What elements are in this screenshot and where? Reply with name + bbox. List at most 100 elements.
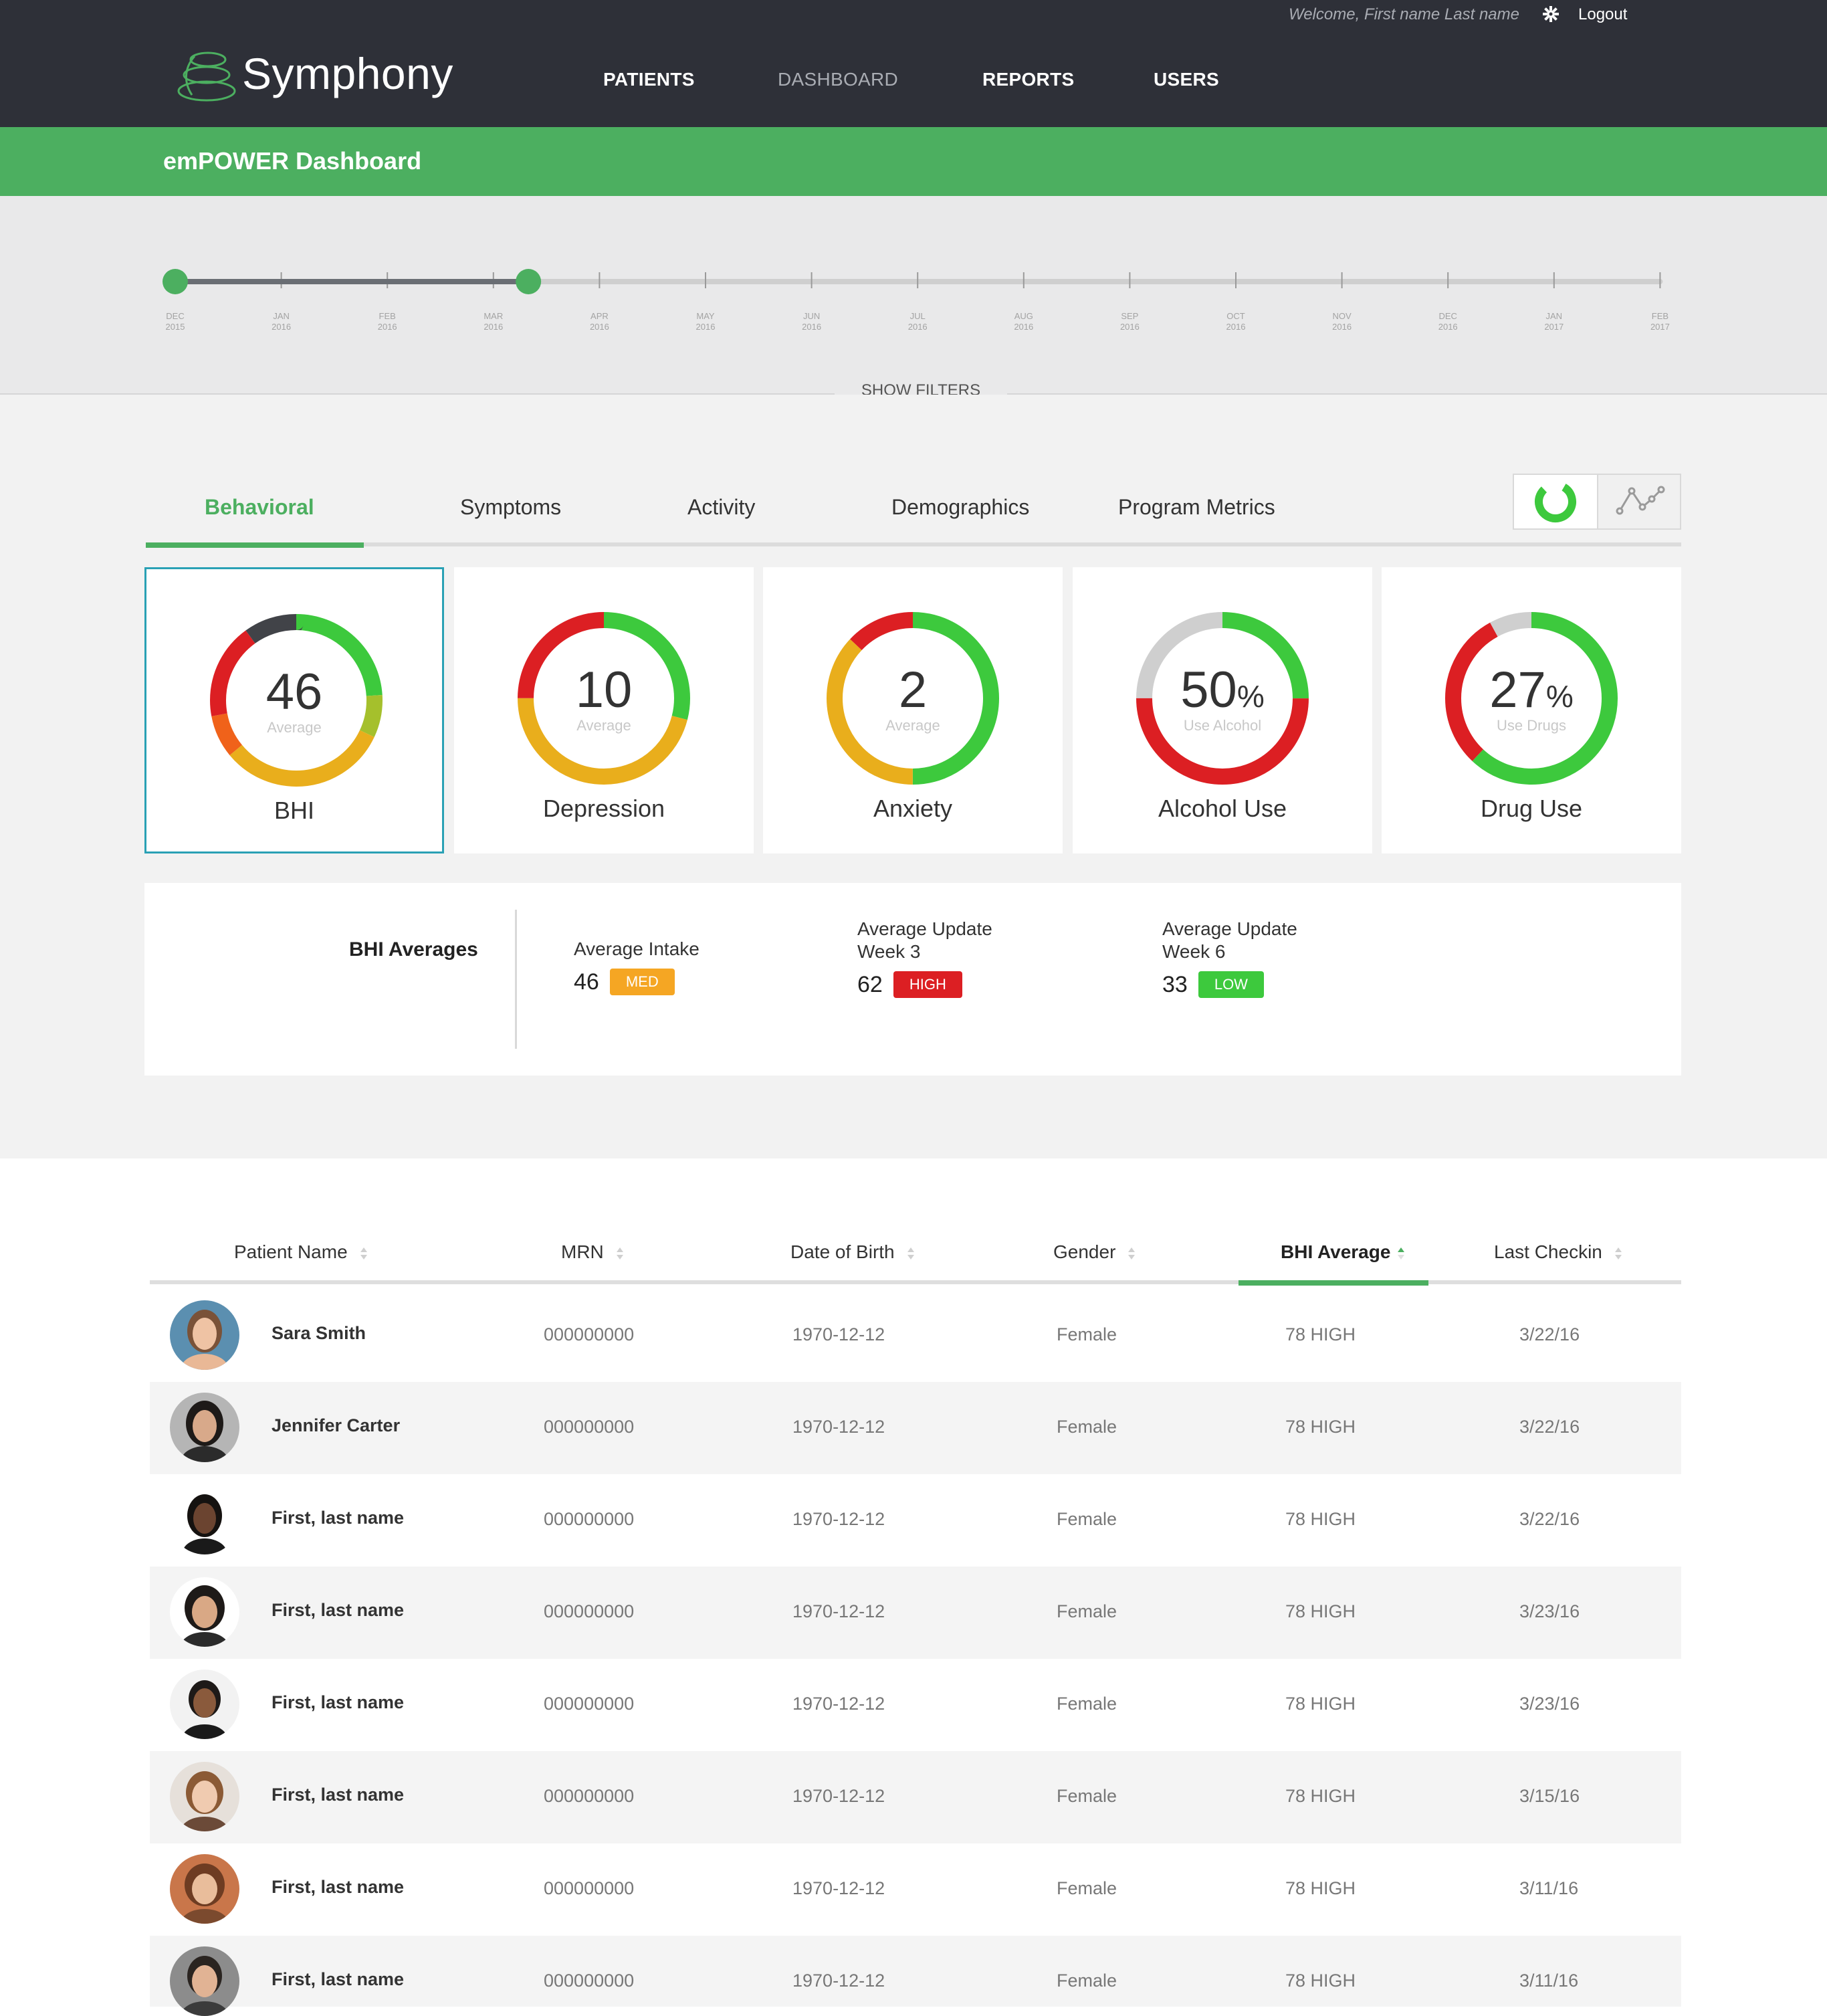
patient-name[interactable]: First, last name bbox=[272, 1600, 405, 1620]
column-header-patient-name[interactable]: Patient Name bbox=[234, 1241, 368, 1263]
gender-cell: Female bbox=[1057, 1878, 1117, 1898]
top-nav-bar: Welcome, First name Last name Logout Sym… bbox=[0, 0, 1827, 127]
bhi-cell: 78 HIGH bbox=[1285, 1509, 1356, 1529]
average-update-week-3: Average Update Week 3 62 HIGH bbox=[857, 918, 992, 998]
dob-cell: 1970-12-12 bbox=[792, 1601, 885, 1621]
nav-users[interactable]: USERS bbox=[1154, 69, 1219, 90]
column-header-mrn[interactable]: MRN bbox=[561, 1241, 624, 1263]
mrn-cell: 000000000 bbox=[544, 1509, 635, 1529]
page-title: emPOWER Dashboard bbox=[163, 147, 422, 175]
metric-card-bhi[interactable]: 46 Average BHI bbox=[144, 567, 444, 853]
patient-name[interactable]: First, last name bbox=[272, 1969, 405, 1989]
card-value: 10 bbox=[575, 662, 633, 718]
nav-dashboard[interactable]: DASHBOARD bbox=[778, 69, 899, 90]
table-row[interactable]: First, last name 000000000 1970-12-12 Fe… bbox=[150, 1751, 1681, 1843]
gender-cell: Female bbox=[1057, 1694, 1117, 1714]
nav-reports[interactable]: REPORTS bbox=[982, 69, 1075, 90]
gender-cell: Female bbox=[1057, 1509, 1117, 1529]
tab-symptoms[interactable]: Symptoms bbox=[460, 495, 562, 519]
tab-program-metrics[interactable]: Program Metrics bbox=[1118, 495, 1275, 519]
metric-card-depression[interactable]: 10 Average Depression bbox=[454, 567, 754, 853]
donut-segment bbox=[827, 612, 999, 785]
bhi-cell: 78 HIGH bbox=[1285, 1694, 1356, 1714]
timeline-month-label: FEB bbox=[379, 311, 396, 321]
table-row[interactable]: Sara Smith 000000000 1970-12-12 Female 7… bbox=[150, 1290, 1681, 1382]
patient-name[interactable]: First, last name bbox=[272, 1692, 405, 1712]
timeline-year-label: 2016 bbox=[1332, 322, 1352, 332]
sort-icon bbox=[360, 1247, 367, 1259]
last-checkin-cell: 3/22/16 bbox=[1519, 1509, 1580, 1529]
table-row[interactable]: Jennifer Carter 000000000 1970-12-12 Fem… bbox=[150, 1382, 1681, 1474]
last-checkin-cell: 3/22/16 bbox=[1519, 1324, 1580, 1344]
bhi-donut-chart bbox=[210, 614, 383, 787]
table-row[interactable]: First, last name 000000000 1970-12-12 Fe… bbox=[150, 1936, 1681, 2016]
tab-demographics[interactable]: Demographics bbox=[891, 495, 1030, 519]
sort-icon bbox=[1614, 1247, 1622, 1259]
mrn-cell: 000000000 bbox=[544, 1786, 635, 1806]
logout-link[interactable]: Logout bbox=[1578, 5, 1628, 23]
gender-cell: Female bbox=[1057, 1601, 1117, 1621]
metric-card-alcohol-use[interactable]: 50% Use Alcohol Alcohol Use bbox=[1073, 567, 1372, 853]
donut-view-button[interactable] bbox=[1514, 475, 1597, 528]
table-row[interactable]: First, last name 000000000 1970-12-12 Fe… bbox=[150, 1843, 1681, 1936]
card-sub-label: Use Alcohol bbox=[1183, 717, 1262, 734]
table-row[interactable]: First, last name 000000000 1970-12-12 Fe… bbox=[150, 1474, 1681, 1567]
timeline-month-label: AUG bbox=[1014, 311, 1033, 321]
alcohol-use-donut-chart bbox=[1136, 612, 1309, 785]
timeline-slider[interactable]: DEC2015JAN2016FEB2016MAR2016APR2016MAY20… bbox=[0, 196, 1827, 395]
card-label: Anxiety bbox=[873, 795, 953, 822]
line-view-button[interactable] bbox=[1597, 475, 1680, 528]
average-intake: Average Intake 46 MED bbox=[574, 938, 700, 995]
bhi-cell: 78 HIGH bbox=[1285, 1324, 1356, 1344]
patient-name[interactable]: First, last name bbox=[272, 1508, 405, 1528]
metric-card-anxiety[interactable]: 2 Average Anxiety bbox=[763, 567, 1063, 853]
patient-name[interactable]: First, last name bbox=[272, 1785, 405, 1805]
nav-patients[interactable]: PATIENTS bbox=[603, 69, 695, 90]
bhi-averages-panel: BHI Averages Average Intake 46 MED Avera… bbox=[144, 883, 1681, 1076]
timeline-filter: DEC 2015 JAN 2016 FEB 2016 MAR 2016 APR 2016 MAY 20… bbox=[0, 196, 1827, 395]
donut-segment bbox=[210, 614, 383, 787]
avatar bbox=[170, 1854, 239, 1924]
card-sub-label: Use Drugs bbox=[1497, 717, 1566, 734]
patient-name[interactable]: Jennifer Carter bbox=[272, 1415, 401, 1435]
column-header-gender[interactable]: Gender bbox=[1053, 1241, 1136, 1263]
range-end-handle[interactable] bbox=[516, 269, 542, 294]
table-row[interactable]: First, last name 000000000 1970-12-12 Fe… bbox=[150, 1659, 1681, 1751]
mrn-cell: 000000000 bbox=[544, 1601, 635, 1621]
avg-value: 62 bbox=[857, 971, 883, 997]
card-value: 46 bbox=[265, 664, 323, 720]
card-label: Drug Use bbox=[1480, 795, 1583, 822]
column-header-bhi-average[interactable]: BHI Average bbox=[1281, 1241, 1405, 1263]
table-row[interactable]: First, last name 000000000 1970-12-12 Fe… bbox=[150, 1567, 1681, 1659]
patient-name[interactable]: Sara Smith bbox=[272, 1323, 366, 1343]
sort-icon bbox=[907, 1247, 914, 1259]
timeline-year-label: 2016 bbox=[378, 322, 397, 332]
gear-icon[interactable] bbox=[1541, 4, 1561, 24]
timeline-year-label: 2016 bbox=[1438, 322, 1458, 332]
table-header-divider bbox=[150, 1280, 1681, 1284]
timeline-year-label: 2017 bbox=[1650, 322, 1670, 332]
depression-donut-chart bbox=[518, 612, 690, 785]
timeline-month-label: MAR bbox=[483, 311, 503, 321]
timeline-month-label: OCT bbox=[1226, 311, 1245, 321]
avg-label: Average Update Week 3 bbox=[857, 918, 992, 962]
timeline-year-label: 2016 bbox=[908, 322, 928, 332]
range-start-handle[interactable] bbox=[163, 269, 188, 294]
timeline-year-label: 2016 bbox=[1120, 322, 1140, 332]
timeline-month-label: JUN bbox=[803, 311, 820, 321]
column-header-date-of-birth[interactable]: Date of Birth bbox=[790, 1241, 915, 1263]
avatar bbox=[170, 1485, 239, 1554]
timeline-year-label: 2017 bbox=[1544, 322, 1564, 332]
dob-cell: 1970-12-12 bbox=[792, 1786, 885, 1806]
bhi-cell: 78 HIGH bbox=[1285, 1878, 1356, 1898]
avg-value: 46 bbox=[574, 969, 599, 995]
mrn-cell: 000000000 bbox=[544, 1417, 635, 1437]
bhi-averages-title: BHI Averages bbox=[349, 938, 478, 961]
tab-activity[interactable]: Activity bbox=[687, 495, 756, 519]
metric-card-drug-use[interactable]: 27% Use Drugs Drug Use bbox=[1382, 567, 1681, 853]
sorted-column-indicator bbox=[1239, 1280, 1428, 1286]
patient-name[interactable]: First, last name bbox=[272, 1877, 405, 1897]
avg-label: Average Update Week 6 bbox=[1162, 918, 1297, 962]
column-header-last-checkin[interactable]: Last Checkin bbox=[1494, 1241, 1622, 1263]
tab-behavioral[interactable]: Behavioral bbox=[205, 495, 314, 519]
